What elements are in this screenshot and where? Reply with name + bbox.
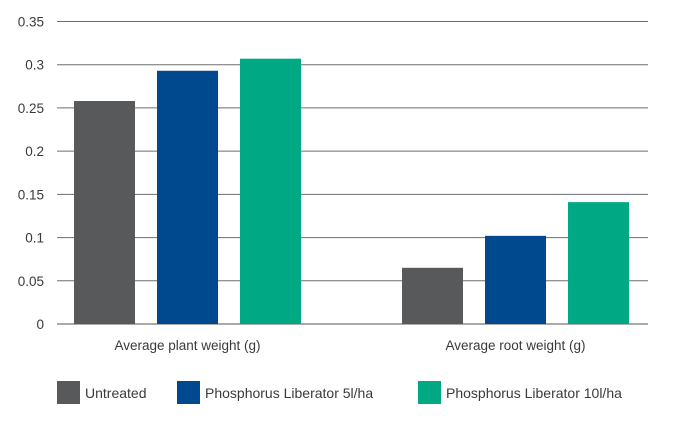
x-category-label: Average plant weight (g) <box>114 338 260 353</box>
bar-1-0 <box>157 70 218 324</box>
y-tick-label: 0.05 <box>18 274 44 289</box>
legend-swatch <box>418 381 441 404</box>
y-tick-label: 0 <box>36 317 44 332</box>
bar-2-1 <box>568 202 629 324</box>
legend-label: Untreated <box>85 385 146 401</box>
legend-swatch <box>177 381 200 404</box>
legend-swatch <box>57 381 80 404</box>
x-category-label: Average root weight (g) <box>445 338 585 353</box>
legend-label: Phosphorus Liberator 5l/ha <box>205 385 373 401</box>
bar-2-0 <box>240 58 301 325</box>
bar-1-1 <box>485 235 546 324</box>
y-tick-label: 0.1 <box>25 231 44 246</box>
y-tick-label: 0.15 <box>18 187 44 202</box>
y-tick-label: 0.25 <box>18 101 44 116</box>
y-tick-label: 0.3 <box>25 58 44 73</box>
y-tick-label: 0.2 <box>25 144 44 159</box>
y-tick-label: 0.35 <box>18 15 44 30</box>
bar-0-1 <box>402 267 463 324</box>
bar-0-0 <box>74 101 135 324</box>
legend-label: Phosphorus Liberator 10l/ha <box>446 385 622 401</box>
